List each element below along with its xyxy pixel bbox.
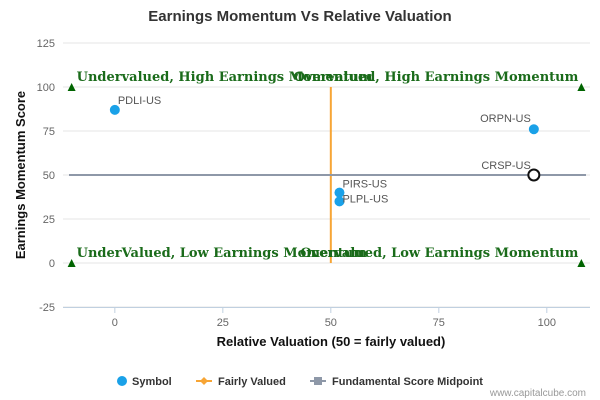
y-tick-label: 75 bbox=[43, 126, 55, 138]
quadrant-label: Overvalued, Low Earnings Momentum bbox=[300, 246, 578, 261]
axes: -25 0 25 50 75 100 125 0 25 50 75 100 bbox=[37, 38, 590, 329]
y-tick-label: 25 bbox=[43, 214, 55, 226]
x-tick-label: 75 bbox=[433, 317, 445, 329]
data-point[interactable] bbox=[527, 168, 541, 182]
data-point[interactable] bbox=[109, 104, 120, 115]
credit: www.capitalcube.com bbox=[489, 388, 586, 399]
x-tick-label: 100 bbox=[538, 317, 556, 329]
quadrant-marker bbox=[67, 259, 76, 267]
legend-square-marker bbox=[314, 377, 322, 385]
quadrant-label: UnderValued, Low Earnings Momentum bbox=[77, 246, 368, 261]
data-point[interactable] bbox=[528, 124, 539, 135]
quadrant-marker bbox=[577, 83, 586, 91]
quadrant-labels: Undervalued, High Earnings MomentumOverv… bbox=[67, 70, 586, 267]
x-axis-label: Relative Valuation (50 = fairly valued) bbox=[217, 334, 446, 349]
y-tick-label: 100 bbox=[37, 82, 55, 94]
quadrant-marker bbox=[67, 83, 76, 91]
data-point[interactable] bbox=[334, 187, 345, 198]
x-tick-label: 50 bbox=[325, 317, 337, 329]
x-tick-label: 25 bbox=[217, 317, 229, 329]
y-axis-label: Earnings Momentum Score bbox=[13, 91, 28, 259]
quadrant-marker bbox=[577, 259, 586, 267]
quadrant-label: Overvalued, High Earnings Momentum bbox=[294, 70, 579, 85]
legend-label: Fundamental Score Midpoint bbox=[332, 376, 483, 388]
reference-lines bbox=[69, 87, 586, 263]
point-label: PDLI-US bbox=[118, 95, 161, 107]
data-point[interactable] bbox=[334, 196, 345, 207]
chart-title: Earnings Momentum Vs Relative Valuation bbox=[148, 8, 451, 25]
x-tick-label: 0 bbox=[112, 317, 118, 329]
y-tick-label: 0 bbox=[49, 258, 55, 270]
legend-label: Symbol bbox=[132, 376, 172, 388]
point-label: PIRS-US bbox=[342, 179, 387, 191]
y-tick-label: 125 bbox=[37, 38, 55, 50]
legend-diamond-marker bbox=[200, 377, 208, 385]
y-tick-label: 50 bbox=[43, 170, 55, 182]
data-points: PDLI-US ORPN-US CRSP-US PIRS-US PLPL-US bbox=[109, 95, 541, 207]
legend-label: Fairly Valued bbox=[218, 376, 286, 388]
quadrant-label: Undervalued, High Earnings Momentum bbox=[77, 70, 373, 85]
point-label: CRSP-US bbox=[481, 160, 531, 172]
y-tick-label: -25 bbox=[39, 302, 55, 314]
point-label: PLPL-US bbox=[342, 193, 388, 205]
legend: Symbol Fairly Valued Fundamental Score Mid… bbox=[117, 376, 483, 388]
legend-symbol-marker bbox=[117, 376, 127, 386]
point-label: ORPN-US bbox=[480, 113, 531, 125]
